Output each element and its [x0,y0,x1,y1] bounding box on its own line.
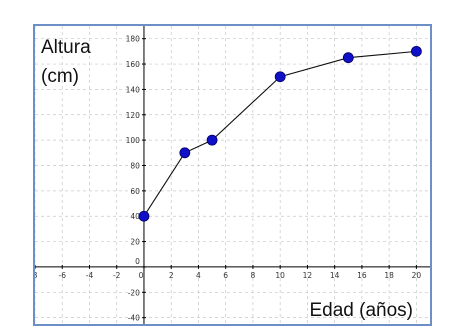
x-tick-label: 10 [275,271,285,280]
x-tick-label: 16 [357,271,367,280]
y-tick-label: -20 [128,288,140,297]
y-tick-label: 40 [130,212,140,221]
x-tick-label: 20 [412,271,422,280]
axes [35,26,430,324]
y-tick-label: 0 [135,257,140,266]
y-axis-label-line-1: Altura [41,37,91,58]
series-line [143,50,417,217]
x-tick-label: 6 [223,271,228,280]
data-point [274,71,286,83]
y-tick-label: 20 [130,238,140,247]
y-tick-label: 120 [126,111,141,120]
x-tick-label: 8 [251,271,256,280]
x-tick-label: -2 [113,271,121,280]
x-ticks: 8 -6 -4 -2 0 2 4 6 8 10 12 14 16 18 20 [35,264,422,280]
x-tick-label: -6 [58,271,66,280]
x-tick-label: 18 [384,271,394,280]
x-tick-label: 12 [303,271,313,280]
x-tick-label: 4 [196,271,201,280]
x-tick-label: 14 [330,271,340,280]
x-tick-label: 0 [139,271,144,280]
y-axis-label-line-2: (cm) [41,66,79,87]
y-ticks: -40 -20 0 20 40 60 80 100 120 140 160 180 [126,35,146,323]
y-tick-label: 140 [126,85,141,94]
x-axis-label: Edad (años) [309,300,413,321]
y-tick-label: 180 [126,35,141,44]
y-tick-label: 80 [130,161,140,170]
y-tick-label: 160 [126,60,141,69]
x-tick-label: 2 [169,271,174,280]
series [138,45,422,222]
data-point [179,147,191,159]
grid [35,26,430,324]
data-point [342,52,354,64]
y-tick-label: 100 [126,136,141,145]
y-tick-label: 60 [130,187,140,196]
data-point [206,134,218,146]
data-point [138,210,150,222]
y-tick-label: -40 [128,314,140,323]
x-tick-label: 8 [35,271,38,280]
x-tick-label: -4 [86,271,94,280]
data-point [410,45,422,57]
